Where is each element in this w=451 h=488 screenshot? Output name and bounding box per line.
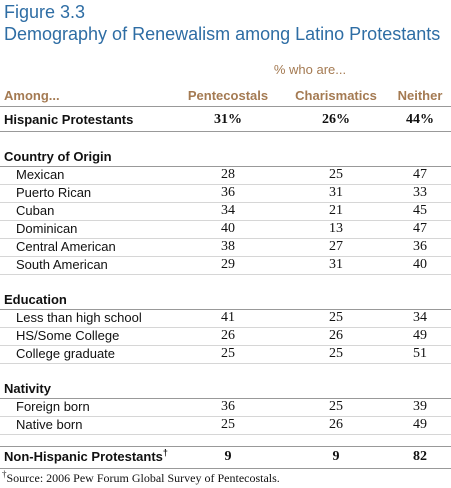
- row-rule: [0, 274, 451, 275]
- cell: 36: [221, 185, 235, 200]
- cell: 33: [413, 185, 427, 200]
- cell: 45: [413, 203, 427, 218]
- row-rule: [0, 220, 451, 221]
- row-rule: [0, 363, 451, 364]
- row-rule: [0, 468, 451, 469]
- column-header: Pentecostals: [187, 88, 269, 103]
- cell: 40: [413, 257, 427, 272]
- footnote: †Source: 2006 Pew Forum Global Survey of…: [2, 469, 280, 487]
- section-title: Education: [4, 292, 67, 307]
- row-rule: [0, 166, 451, 167]
- row-label: Dominican: [16, 221, 78, 236]
- column-header: Charismatics: [295, 88, 377, 103]
- cell: 25: [221, 346, 235, 361]
- cell: 25: [329, 399, 343, 414]
- row-rule: [0, 416, 451, 417]
- column-header: Among...: [4, 88, 60, 103]
- cell: 27: [329, 239, 343, 254]
- column-header: Neither: [397, 88, 443, 103]
- cell: 82: [413, 449, 427, 464]
- cell: 31: [329, 185, 343, 200]
- row-rule: [0, 327, 451, 328]
- cell: 39: [413, 399, 427, 414]
- figure-number: Figure 3.3: [4, 2, 86, 22]
- cell: 21: [329, 203, 343, 218]
- row-label: Central American: [16, 239, 116, 254]
- cell: 49: [413, 328, 427, 343]
- row-rule: [0, 446, 451, 447]
- section-title: Nativity: [4, 381, 51, 396]
- row-label: Native born: [16, 417, 83, 432]
- cell: 26: [329, 328, 343, 343]
- row-rule: [0, 184, 451, 185]
- group-label: % who are...: [273, 62, 347, 77]
- cell: 36: [221, 399, 235, 414]
- row-label: Non-Hispanic Protestants†: [4, 447, 168, 464]
- cell: 25: [221, 417, 235, 432]
- row-label: Puerto Rican: [16, 185, 92, 200]
- cell: 13: [329, 221, 343, 236]
- cell: 51: [413, 346, 427, 361]
- cell: 47: [413, 221, 427, 236]
- cell: 34: [413, 310, 427, 325]
- cell: 26: [329, 417, 343, 432]
- cell: 28: [221, 167, 235, 182]
- cell: 9: [224, 449, 232, 464]
- row-label: College graduate: [16, 346, 116, 361]
- row-label: Mexican: [16, 167, 65, 182]
- cell: 9: [332, 449, 340, 464]
- row-label: Less than high school: [16, 310, 142, 325]
- row-rule: [0, 398, 451, 399]
- cell: 25: [329, 346, 343, 361]
- cell: 26: [221, 328, 235, 343]
- row-label: Hispanic Protestants: [4, 112, 134, 127]
- row-label: Foreign born: [16, 399, 90, 414]
- cell: 44%: [406, 112, 434, 127]
- cell: 29: [221, 257, 235, 272]
- cell: 47: [413, 167, 427, 182]
- footnote-text: Source: 2006 Pew Forum Global Survey of …: [6, 471, 280, 485]
- cell: 41: [221, 310, 235, 325]
- footnote-marker: †: [162, 447, 168, 458]
- cell: 34: [221, 203, 235, 218]
- row-label: HS/Some College: [16, 328, 120, 343]
- row-rule: [0, 345, 451, 346]
- row-label: Cuban: [16, 203, 55, 218]
- row-rule: [0, 202, 451, 203]
- cell: 40: [221, 221, 235, 236]
- cell: 26%: [322, 112, 350, 127]
- row-label: South American: [16, 257, 108, 272]
- figure-title: Demography of Renewalism among Latino Pr…: [4, 24, 441, 44]
- row-rule: [0, 434, 451, 435]
- row-rule: [0, 131, 451, 132]
- footnote-marker: †: [2, 469, 7, 479]
- cell: 31: [329, 257, 343, 272]
- row-rule: [0, 309, 451, 310]
- cell: 25: [329, 167, 343, 182]
- cell: 25: [329, 310, 343, 325]
- cell: 38: [221, 239, 235, 254]
- row-rule: [0, 106, 451, 107]
- row-rule: [0, 256, 451, 257]
- cell: 36: [413, 239, 427, 254]
- section-title: Country of Origin: [4, 149, 112, 164]
- cell: 31%: [214, 112, 242, 127]
- cell: 49: [413, 417, 427, 432]
- row-rule: [0, 238, 451, 239]
